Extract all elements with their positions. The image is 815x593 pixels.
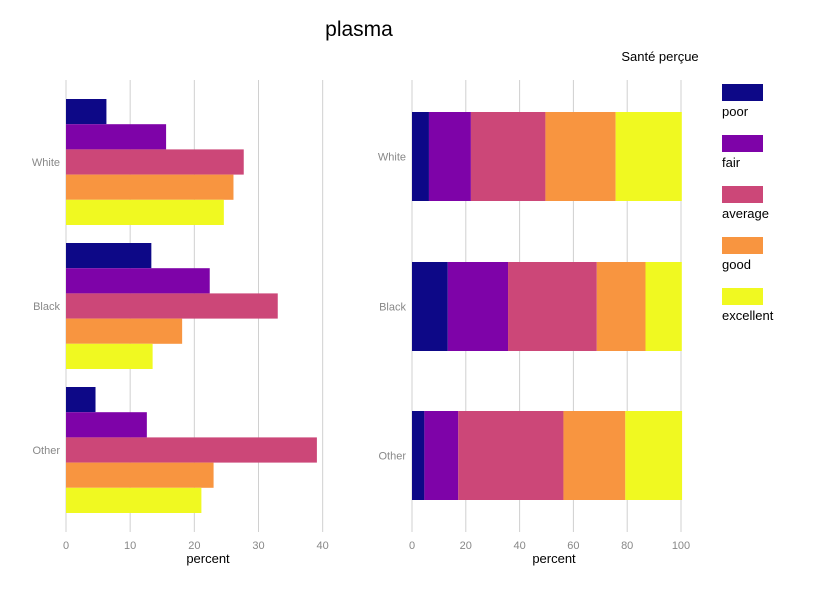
legend-label-excellent: excellent [722,308,774,323]
segment-excellent-black [645,262,682,351]
bar-good-white [66,174,234,200]
x-tick-label: 100 [672,540,690,552]
category-label: White [378,152,406,164]
bar-excellent-black [66,343,153,369]
x-axis-title: percent [186,551,230,566]
bar-excellent-other [66,487,202,513]
segment-good-white [545,112,616,201]
bar-poor-black [66,243,152,269]
bar-poor-white [66,99,107,125]
legend: poor fair average good excellent [722,84,774,323]
x-tick-label: 40 [513,540,525,552]
x-tick-label: 30 [252,540,264,552]
grouped-bar-panel: 0 10 20 30 40 percent White Black Other [32,80,329,566]
bar-fair-other [66,412,147,438]
legend-swatch-average [722,186,763,203]
chart-title: plasma [325,18,393,41]
legend-title: Santé perçue [621,49,698,64]
segment-excellent-white [615,112,682,201]
x-tick-label: 60 [567,540,579,552]
segment-poor-black [412,262,448,351]
category-label: Other [378,451,406,463]
x-tick-label: 0 [63,540,69,552]
category-label: White [32,157,60,169]
x-tick-label: 20 [188,540,200,552]
legend-swatch-excellent [722,288,763,305]
segment-fair-white [428,112,471,201]
stacked-bar-panel: 0 20 40 60 80 100 percent White Black Other [378,80,690,566]
x-axis-title: percent [532,551,576,566]
x-tick-label: 80 [621,540,633,552]
bar-average-other [66,437,317,463]
category-label: Black [33,301,60,313]
segment-excellent-other [625,411,683,500]
legend-label-average: average [722,206,769,221]
bar-poor-other [66,387,96,413]
x-tick-label: 0 [409,540,415,552]
bar-fair-black [66,268,210,294]
legend-label-fair: fair [722,155,741,170]
x-tick-label: 10 [124,540,136,552]
bar-excellent-white [66,199,224,225]
category-label: Other [32,445,60,457]
segment-good-other [563,411,626,500]
bar-good-other [66,462,214,488]
x-tick-label: 40 [317,540,329,552]
x-tick-label: 20 [460,540,472,552]
segment-good-black [596,262,646,351]
bar-average-black [66,293,278,319]
bar-good-black [66,318,183,344]
bar-average-white [66,149,244,175]
segment-poor-white [412,112,429,201]
legend-swatch-good [722,237,763,254]
segment-average-white [470,112,546,201]
segment-average-black [508,262,597,351]
legend-swatch-fair [722,135,763,152]
bar-fair-white [66,124,167,150]
legend-label-good: good [722,257,751,272]
segment-average-other [458,411,564,500]
category-label: Black [379,302,406,314]
segment-fair-other [424,411,459,500]
segment-poor-other [412,411,425,500]
segment-fair-black [447,262,509,351]
legend-label-poor: poor [722,104,749,119]
legend-swatch-poor [722,84,763,101]
